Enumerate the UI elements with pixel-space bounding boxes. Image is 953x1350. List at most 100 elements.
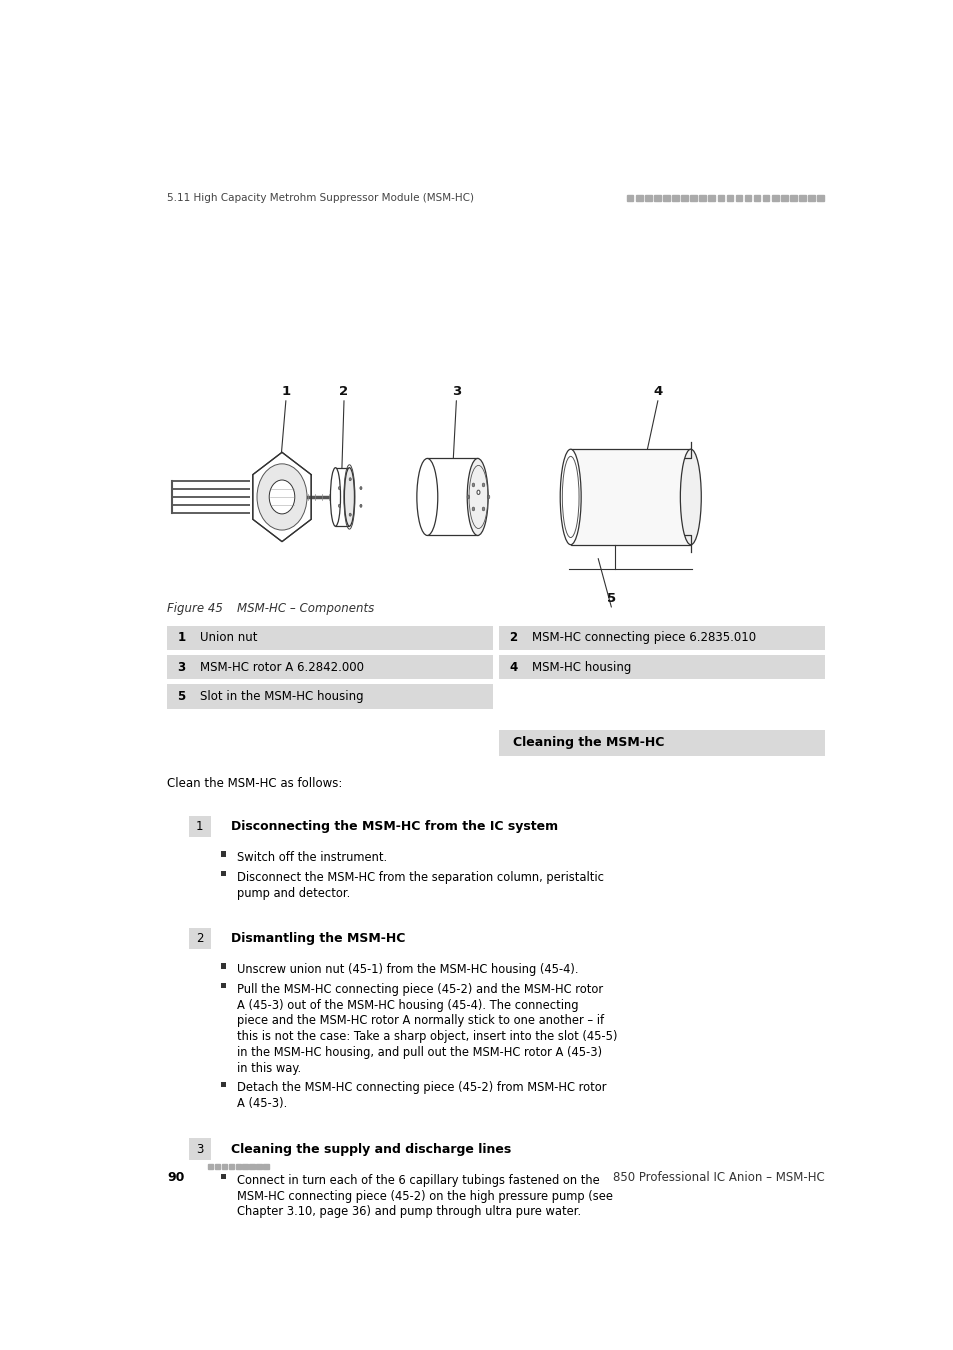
Text: MSM-HC housing: MSM-HC housing <box>531 660 630 674</box>
Text: Pull the MSM-HC connecting piece (45-2) and the MSM-HC rotor: Pull the MSM-HC connecting piece (45-2) … <box>236 983 602 996</box>
Bar <box>221 964 226 968</box>
Text: 2: 2 <box>196 931 203 945</box>
Bar <box>680 194 687 201</box>
Bar <box>654 194 660 201</box>
Text: Switch off the instrument.: Switch off the instrument. <box>236 850 387 864</box>
Ellipse shape <box>344 467 355 526</box>
Text: 1: 1 <box>177 632 185 644</box>
Bar <box>189 1138 211 1160</box>
Text: in this way.: in this way. <box>236 1061 301 1075</box>
Text: 5.11 High Capacity Metrohm Suppressor Module (MSM-HC): 5.11 High Capacity Metrohm Suppressor Mo… <box>167 193 474 202</box>
Ellipse shape <box>416 459 437 536</box>
Ellipse shape <box>269 481 294 514</box>
Text: Clean the MSM-HC as follows:: Clean the MSM-HC as follows: <box>167 778 342 790</box>
Bar <box>807 194 814 201</box>
Bar <box>771 194 778 201</box>
Bar <box>789 194 796 201</box>
Bar <box>498 625 823 651</box>
Ellipse shape <box>256 464 307 531</box>
Text: 3: 3 <box>196 1142 203 1156</box>
Ellipse shape <box>482 508 484 510</box>
Bar <box>256 1164 261 1169</box>
Bar <box>753 194 760 201</box>
Bar <box>221 871 226 876</box>
Ellipse shape <box>561 456 578 537</box>
Text: in the MSM-HC housing, and pull out the MSM-HC rotor A (45-3): in the MSM-HC housing, and pull out the … <box>236 1046 601 1058</box>
Text: 1: 1 <box>196 819 203 833</box>
Bar <box>221 852 226 856</box>
Bar <box>221 983 226 988</box>
Ellipse shape <box>359 505 361 508</box>
Bar <box>762 194 769 201</box>
Text: pump and detector.: pump and detector. <box>236 887 350 899</box>
Bar <box>708 194 715 201</box>
Ellipse shape <box>476 490 479 494</box>
Bar <box>208 1164 213 1169</box>
Text: MSM-HC connecting piece (45-2) on the high pressure pump (see: MSM-HC connecting piece (45-2) on the hi… <box>236 1189 613 1203</box>
Text: Unscrew union nut (45-1) from the MSM-HC housing (45-4).: Unscrew union nut (45-1) from the MSM-HC… <box>236 963 578 976</box>
Bar <box>570 450 690 544</box>
Text: 1: 1 <box>281 385 290 398</box>
Bar <box>799 194 805 201</box>
Bar <box>644 194 651 201</box>
Bar <box>235 1164 240 1169</box>
Text: Cleaning the supply and discharge lines: Cleaning the supply and discharge lines <box>231 1142 511 1156</box>
Text: 90: 90 <box>167 1170 185 1184</box>
Ellipse shape <box>559 450 580 544</box>
Bar <box>672 194 679 201</box>
Ellipse shape <box>472 508 475 510</box>
Text: Disconnect the MSM-HC from the separation column, peristaltic: Disconnect the MSM-HC from the separatio… <box>236 871 603 884</box>
Ellipse shape <box>472 483 475 487</box>
Ellipse shape <box>359 486 361 490</box>
Bar <box>690 194 697 201</box>
Text: this is not the case: Take a sharp object, insert into the slot (45-5): this is not the case: Take a sharp objec… <box>236 1030 617 1044</box>
Ellipse shape <box>679 450 700 544</box>
Bar <box>717 194 723 201</box>
Text: 5: 5 <box>606 591 616 605</box>
Text: MSM-HC – Components: MSM-HC – Components <box>221 602 374 616</box>
Text: 3: 3 <box>452 385 460 398</box>
Text: 2: 2 <box>339 385 348 398</box>
Text: A (45-3).: A (45-3). <box>236 1098 287 1110</box>
Bar <box>189 927 211 949</box>
Text: 4: 4 <box>653 385 661 398</box>
Text: 5: 5 <box>177 690 186 703</box>
Text: MSM-HC rotor A 6.2842.000: MSM-HC rotor A 6.2842.000 <box>199 660 363 674</box>
Bar <box>229 1164 233 1169</box>
Text: Slot in the MSM-HC housing: Slot in the MSM-HC housing <box>199 690 363 703</box>
Bar <box>167 625 493 651</box>
Bar <box>335 467 349 526</box>
Bar <box>636 194 642 201</box>
Bar <box>427 459 477 536</box>
Bar <box>498 730 823 756</box>
Bar <box>781 194 787 201</box>
Text: MSM-HC connecting piece 6.2835.010: MSM-HC connecting piece 6.2835.010 <box>531 632 755 644</box>
Bar <box>662 194 669 201</box>
Text: Connect in turn each of the 6 capillary tubings fastened on the: Connect in turn each of the 6 capillary … <box>236 1173 599 1187</box>
Ellipse shape <box>467 495 469 498</box>
Ellipse shape <box>349 478 351 481</box>
Bar <box>221 1164 227 1169</box>
Bar <box>189 815 211 837</box>
Text: Detach the MSM-HC connecting piece (45-2) from MSM-HC rotor: Detach the MSM-HC connecting piece (45-2… <box>236 1081 606 1095</box>
Ellipse shape <box>338 486 340 490</box>
Text: Dismantling the MSM-HC: Dismantling the MSM-HC <box>231 931 405 945</box>
Polygon shape <box>253 452 311 541</box>
Ellipse shape <box>482 483 484 487</box>
Ellipse shape <box>330 467 340 526</box>
Bar <box>498 655 823 679</box>
Text: Cleaning the MSM-HC: Cleaning the MSM-HC <box>513 737 663 749</box>
Text: Disconnecting the MSM-HC from the IC system: Disconnecting the MSM-HC from the IC sys… <box>231 819 558 833</box>
Bar <box>167 655 493 679</box>
Bar <box>263 1164 269 1169</box>
Bar <box>221 1081 226 1087</box>
Bar <box>817 194 823 201</box>
Bar <box>214 1164 219 1169</box>
Ellipse shape <box>487 495 489 498</box>
Text: 850 Professional IC Anion – MSM-HC: 850 Professional IC Anion – MSM-HC <box>612 1170 823 1184</box>
Bar <box>167 684 493 709</box>
Text: Union nut: Union nut <box>199 632 257 644</box>
Bar <box>221 1174 226 1179</box>
Text: 2: 2 <box>509 632 517 644</box>
Bar <box>626 194 633 201</box>
